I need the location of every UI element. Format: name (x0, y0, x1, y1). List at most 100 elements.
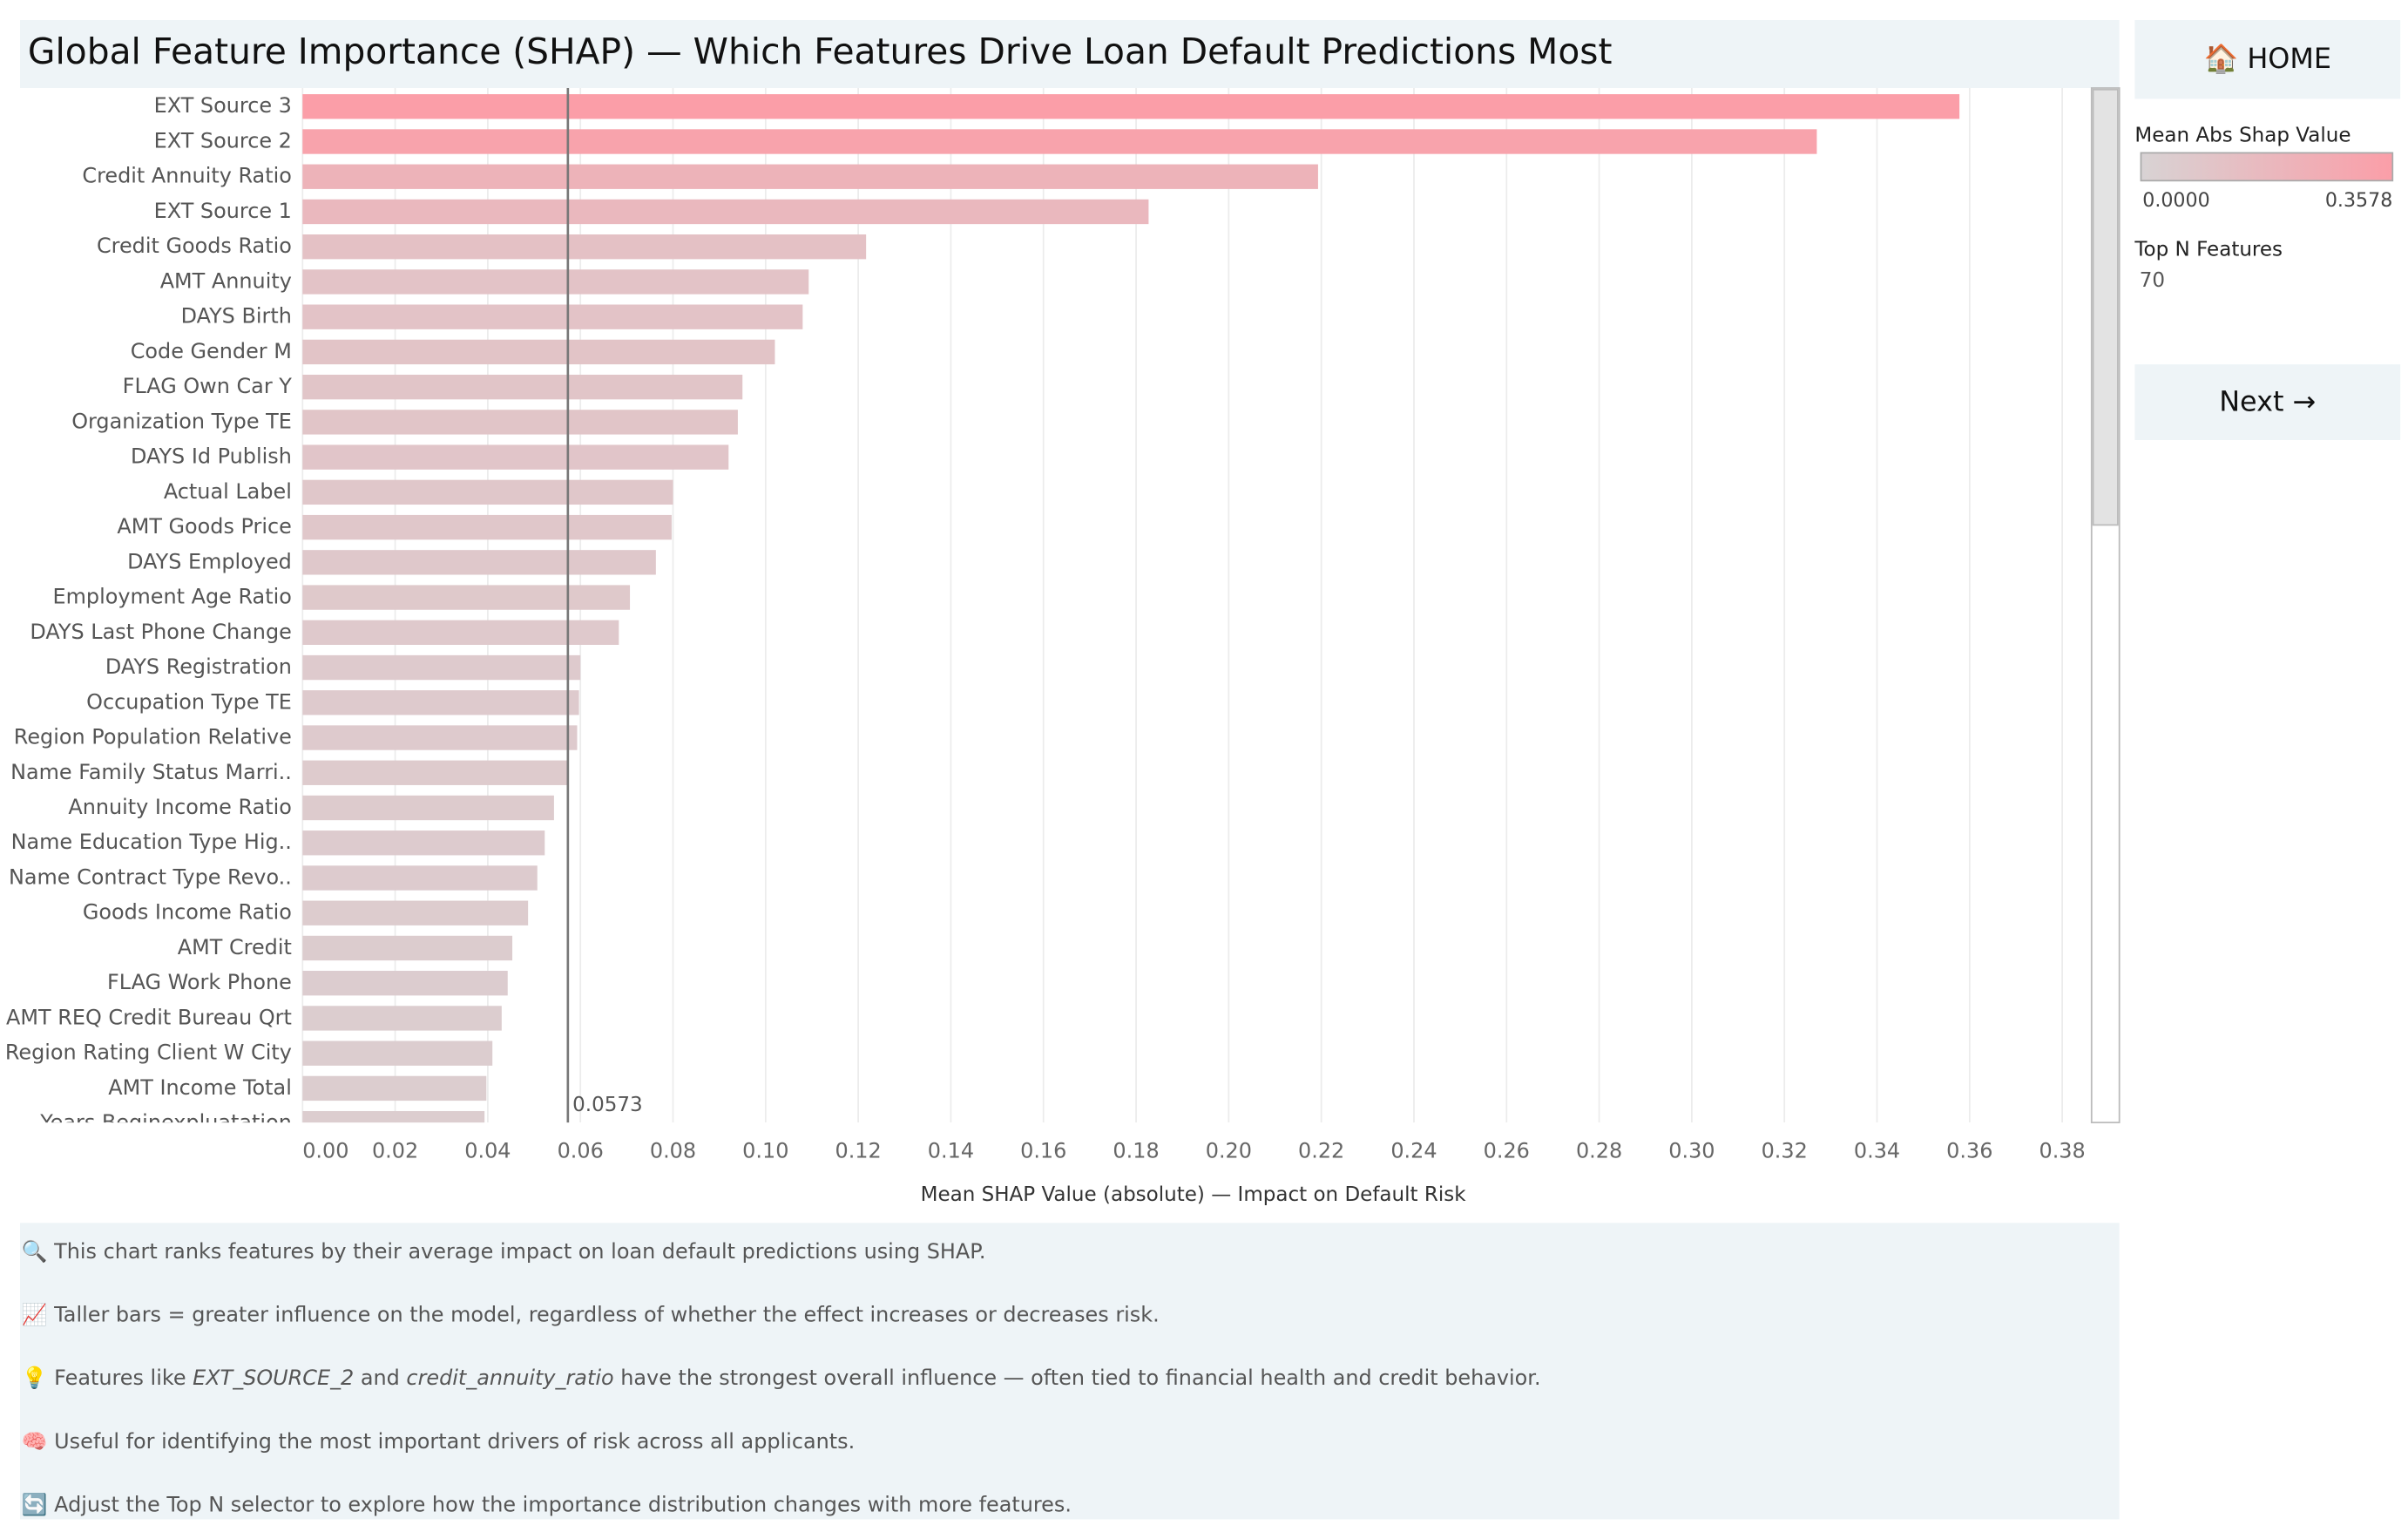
bar (302, 374, 743, 400)
y-tick-label: EXT Source 1 (154, 199, 292, 223)
bar (302, 865, 538, 891)
y-tick-label: Annuity Income Ratio (68, 795, 292, 819)
y-tick-label: Region Rating Client W City (5, 1041, 292, 1065)
x-tick-label: 0.16 (1020, 1139, 1066, 1163)
bar (302, 234, 867, 260)
bar (302, 690, 579, 715)
color-legend (2140, 152, 2394, 182)
y-tick-label: AMT Income Total (108, 1075, 292, 1100)
y-tick-label: Name Contract Type Revo.. (9, 864, 292, 889)
bar (302, 94, 1960, 119)
y-tick-label: Actual Label (164, 479, 292, 504)
legend-title: Mean Abs Shap Value (2134, 124, 2351, 146)
topn-value[interactable]: 70 (2140, 269, 2165, 292)
title-bar (20, 20, 2120, 88)
bar (302, 1041, 493, 1066)
bar (302, 760, 568, 785)
x-tick-label: 0.38 (2039, 1139, 2086, 1163)
home-label[interactable]: 🏠 HOME (2204, 42, 2332, 75)
bar (302, 1110, 485, 1123)
y-tick-label: Name Family Status Marri.. (10, 760, 292, 784)
bar (302, 1006, 502, 1031)
x-tick-label: 0.34 (1854, 1139, 1900, 1163)
note: 📈 Taller bars = greater influence on the… (22, 1303, 1160, 1327)
y-tick-label: Credit Goods Ratio (97, 234, 292, 258)
x-tick-label: 0.02 (372, 1139, 418, 1163)
x-tick-label: 0.22 (1298, 1139, 1344, 1163)
y-tick-label: EXT Source 3 (154, 93, 292, 118)
bar (302, 935, 513, 961)
note: 🧠 Useful for identifying the most import… (22, 1429, 855, 1454)
bar (302, 654, 581, 681)
x-tick-label: 0.20 (1206, 1139, 1252, 1163)
x-tick-label: 0.00 (302, 1139, 348, 1163)
x-tick-label: 0.28 (1576, 1139, 1622, 1163)
x-tick-label: 0.36 (1946, 1139, 1992, 1163)
x-tick-label: 0.32 (1762, 1139, 1808, 1163)
y-tick-label: Name Education Type Hig.. (11, 830, 292, 854)
note: 🔍 This chart ranks features by their ave… (22, 1237, 986, 1264)
next-label[interactable]: Next → (2219, 384, 2316, 417)
bar (302, 971, 508, 996)
bar (302, 269, 809, 295)
x-tick-label: 0.18 (1113, 1139, 1159, 1163)
y-tick-label: Occupation Type TE (86, 689, 292, 714)
x-tick-label: 0.04 (464, 1139, 511, 1163)
y-tick-label: DAYS Last Phone Change (30, 620, 291, 644)
y-tick-label: FLAG Work Phone (107, 970, 292, 994)
title: Global Feature Importance (SHAP) — Which… (28, 31, 1613, 72)
y-tick-label: DAYS Id Publish (131, 444, 292, 469)
y-tick-label: Organization Type TE (71, 409, 292, 433)
bar (302, 725, 578, 750)
y-tick-label: Goods Income Ratio (83, 900, 292, 925)
bar (302, 410, 738, 435)
x-tick-label: 0.30 (1668, 1139, 1715, 1163)
bar (302, 900, 529, 925)
note: 💡 Features like EXT_SOURCE_2 and credit_… (22, 1366, 1541, 1390)
x-tick-label: 0.24 (1390, 1139, 1437, 1163)
y-tick-label: Years Beginexpluatation (39, 1110, 292, 1135)
bar (302, 795, 554, 821)
bar (302, 550, 656, 575)
bar (302, 1075, 487, 1102)
y-tick-label: Region Population Relative (14, 725, 292, 749)
y-tick-label: Employment Age Ratio (53, 585, 292, 609)
bar (302, 164, 1318, 189)
note: 🔄 Adjust the Top N selector to explore h… (22, 1493, 1072, 1517)
next-button[interactable] (2134, 364, 2401, 440)
legend-tick-label: 0.0000 (2142, 189, 2209, 212)
bar (302, 585, 631, 610)
bar (302, 830, 545, 856)
bar (302, 339, 775, 365)
x-axis-title: Mean SHAP Value (absolute) — Impact on D… (921, 1183, 1467, 1206)
y-tick-label: FLAG Own Car Y (123, 374, 293, 398)
x-tick-label: 0.14 (928, 1139, 974, 1163)
y-tick-label: DAYS Birth (181, 304, 292, 329)
bar (302, 620, 619, 645)
y-tick-label: DAYS Employed (127, 549, 292, 573)
x-tick-label: 0.08 (650, 1139, 696, 1163)
notes-panel (20, 1223, 2120, 1520)
y-tick-label: Credit Annuity Ratio (82, 164, 291, 188)
bar (302, 304, 803, 329)
y-tick-label: AMT Goods Price (117, 514, 292, 539)
y-tick-label: AMT Credit (178, 935, 292, 959)
legend-tick-label: 0.3578 (2325, 189, 2392, 212)
y-tick-label: AMT REQ Credit Bureau Qrt (6, 1005, 292, 1029)
x-tick-label: 0.06 (558, 1139, 604, 1163)
x-tick-label: 0.26 (1484, 1139, 1530, 1163)
y-tick-label: Code Gender M (131, 339, 292, 363)
topn-label: Top N Features (2134, 239, 2283, 261)
bar (302, 514, 672, 540)
bar (302, 129, 1817, 154)
bar (302, 444, 729, 470)
scrollbar-thumb[interactable] (2092, 88, 2119, 526)
bar (302, 479, 673, 505)
y-tick-label: EXT Source 2 (154, 128, 292, 153)
home-button[interactable] (2134, 20, 2401, 99)
y-tick-label: AMT Annuity (160, 268, 292, 293)
y-tick-label: DAYS Registration (105, 654, 292, 679)
x-tick-label: 0.10 (742, 1139, 788, 1163)
